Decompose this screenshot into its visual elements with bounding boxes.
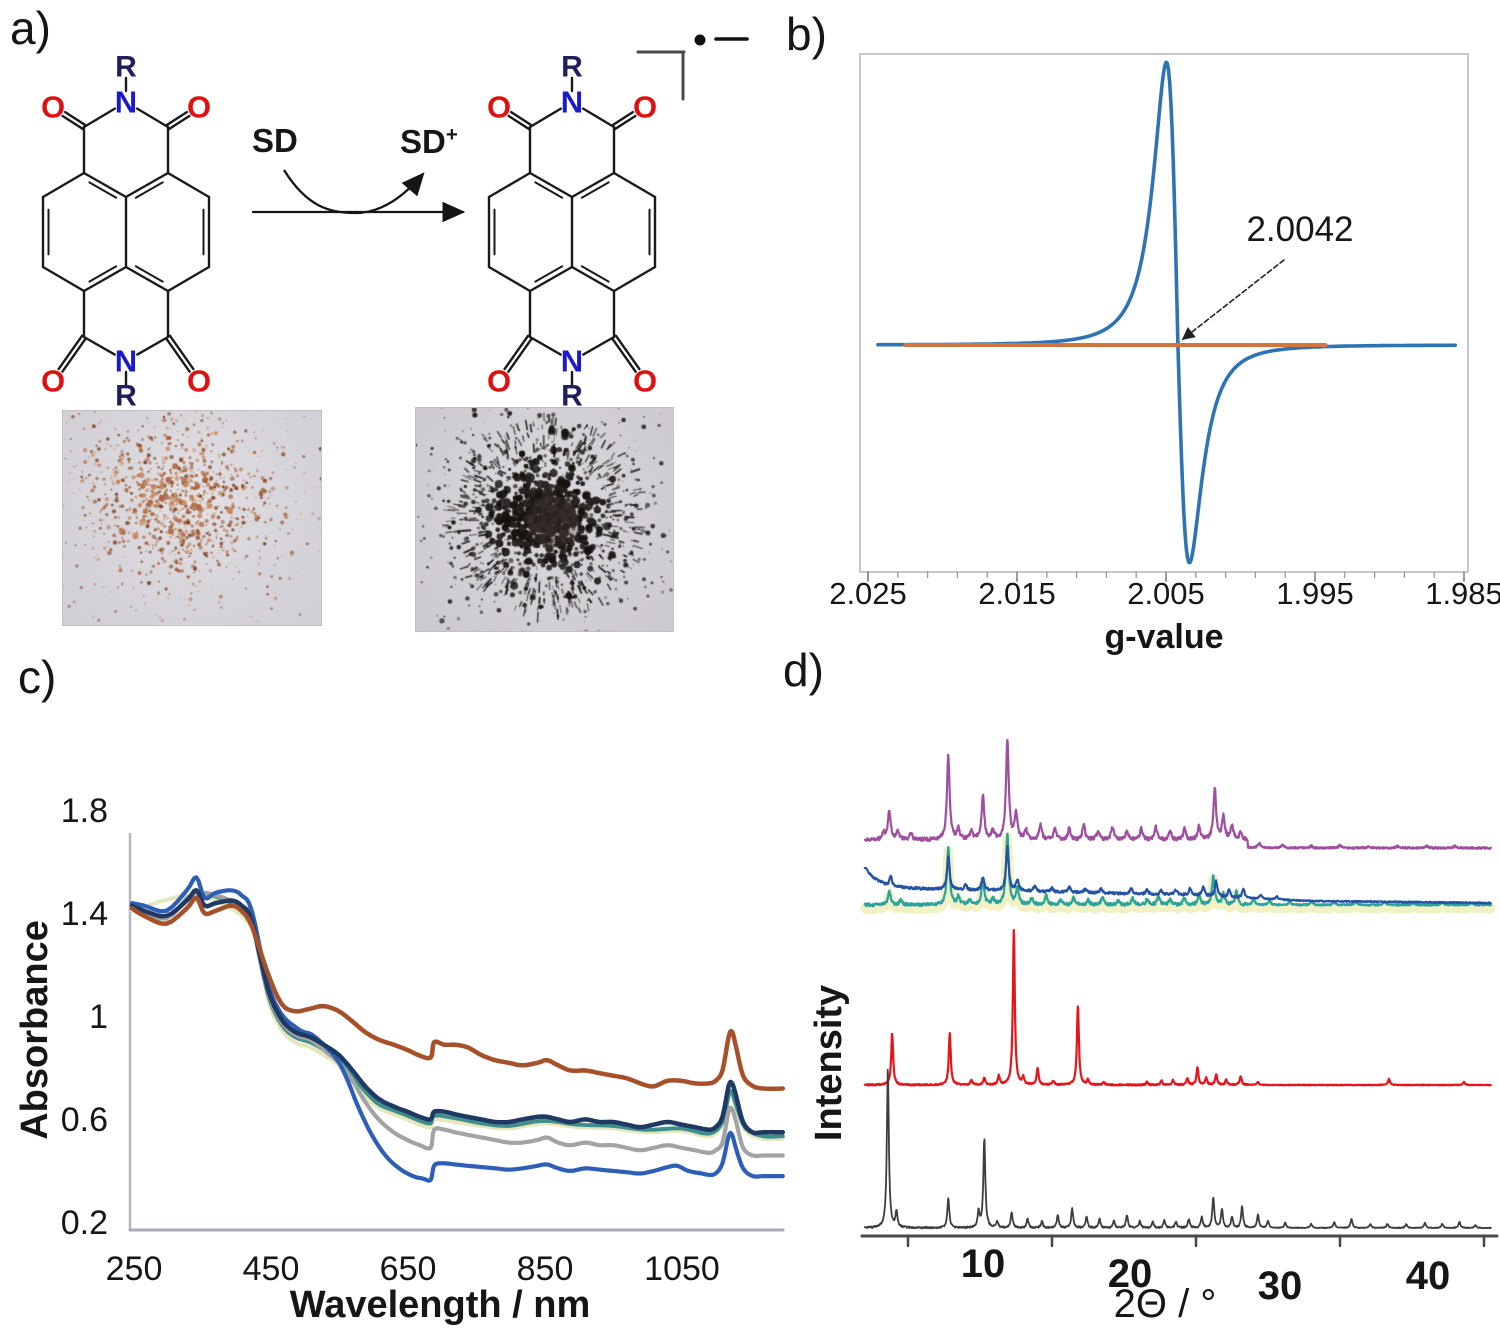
panel-label-d: d) (783, 644, 824, 696)
absorbance-x-tick-label: 250 (105, 1250, 163, 1288)
epr-signal-curve (876, 60, 1457, 565)
epr-annotation-arrow (1181, 259, 1285, 340)
epr-x-tick-label: 1.985 (1425, 576, 1500, 611)
xrd-x-tick-label: 40 (1405, 1254, 1451, 1298)
xrd-trace-teal-pattern (863, 832, 1492, 908)
sd-plus-sup: + (445, 123, 458, 146)
nitrogen-atom-label: N (561, 344, 583, 379)
epr-g-annotation: 2.0042 (1246, 210, 1354, 249)
photo-radical-powder (415, 407, 674, 632)
ndi-molecule: N N O O O O R R (487, 51, 657, 413)
absorbance-curve-dark-navy (129, 888, 786, 1136)
absorbance-curve-teal (130, 890, 785, 1139)
oxygen-atom-label: O (633, 364, 657, 399)
absorbance-y-tick-label: 1 (89, 998, 108, 1036)
oxygen-atom-label: O (187, 364, 211, 399)
panel-label-c: c) (18, 651, 57, 703)
epr-x-tick-label: 2.025 (829, 576, 907, 611)
substituent-label: R (115, 380, 137, 413)
xrd-x-tick-label: 20 (1107, 1252, 1153, 1296)
substituent-label: R (115, 51, 137, 84)
electron-donor-oxidized-label: SD+ (400, 124, 458, 160)
substituent-label: R (561, 380, 583, 413)
absorbance-curve-gray (129, 890, 785, 1159)
absorbance-curve-pale-yellow (130, 893, 785, 1142)
sd-curved-arrow (283, 169, 425, 215)
panel-label-a: a) (10, 2, 51, 54)
sd-plus-base: SD (400, 123, 446, 160)
nitrogen-atom-label: N (561, 85, 583, 120)
epr-x-tick-label: 1.995 (1276, 576, 1354, 611)
oxygen-atom-label: O (487, 364, 511, 399)
absorbance-y-tick-label: 1.4 (60, 895, 108, 933)
substituent-label: R (561, 51, 583, 84)
absorbance-y-tick-label: 1.8 (60, 792, 108, 830)
absorbance-y-tick-label: 0.2 (60, 1204, 108, 1242)
electron-donor-label: SD (252, 122, 298, 159)
absorbance-x-tick-label: 1050 (644, 1250, 720, 1288)
xrd-halo-teal-pattern (860, 832, 1496, 915)
xrd-x-axis-title: 2Θ / ° (1113, 1282, 1217, 1326)
oxygen-atom-label: O (41, 364, 65, 399)
panel-label-b: b) (786, 8, 827, 60)
absorbance-x-tick-label: 850 (516, 1250, 574, 1288)
oxygen-atom-label: O (187, 90, 211, 125)
oxygen-atom-label: O (487, 90, 511, 125)
absorbance-y-tick-label: 0.6 (60, 1101, 108, 1139)
nitrogen-atom-label: N (115, 344, 137, 379)
xrd-trace-red-pattern (863, 928, 1492, 1087)
xrd-trace-blue-pattern (863, 844, 1492, 905)
oxygen-atom-label: O (633, 90, 657, 125)
absorbance-x-tick-label: 450 (242, 1250, 300, 1288)
photo-neutral-powder (62, 410, 322, 626)
xrd-x-tick-label: 30 (1257, 1264, 1303, 1308)
nitrogen-atom-label: N (115, 85, 137, 120)
epr-x-tick-label: 2.015 (978, 576, 1056, 611)
absorbance-curve-light-blue (129, 875, 785, 1183)
ndi-molecule: N N O O O O R R (41, 51, 211, 413)
xrd-y-axis-title: Intensity (808, 984, 851, 1142)
radical-dot-symbol (694, 34, 706, 46)
xrd-trace-purple-pattern (863, 738, 1492, 850)
absorbance-x-tick-label: 650 (379, 1250, 437, 1288)
xrd-x-tick-label: 10 (960, 1242, 1006, 1286)
epr-x-tick-label: 2.005 (1127, 576, 1205, 611)
xrd-trace-black-pattern (863, 1068, 1492, 1230)
absorbance-curve-brown (129, 895, 786, 1091)
oxygen-atom-label: O (41, 90, 65, 125)
absorbance-x-axis-title: Wavelength / nm (289, 1284, 591, 1326)
epr-x-axis-title: g-value (1104, 618, 1224, 656)
epr-plot-box (859, 53, 1469, 573)
